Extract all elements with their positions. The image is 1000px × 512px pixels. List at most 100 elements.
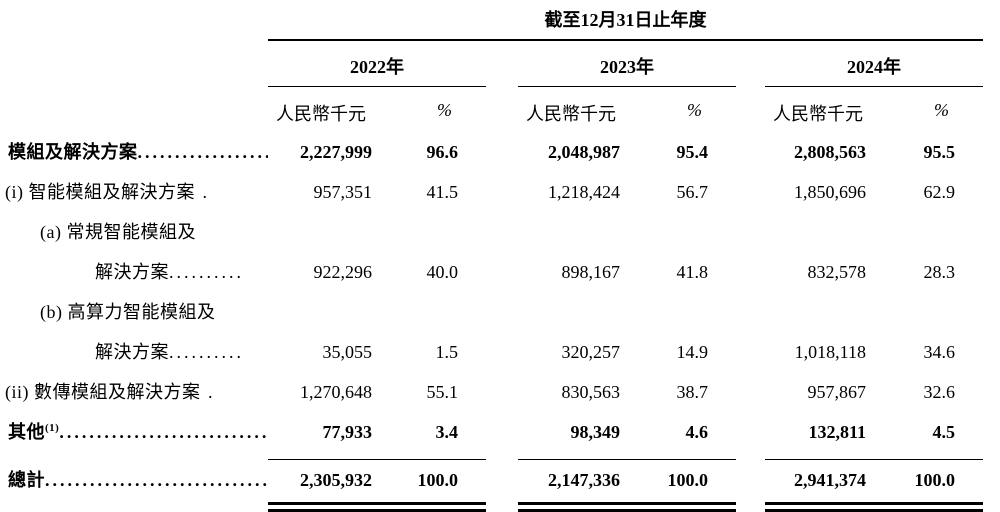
amount-value: 1,270,648 [300, 382, 372, 402]
amount-value: 1,018,118 [794, 342, 866, 362]
year-header-2023: 2023年 [518, 41, 736, 87]
row-label: 解決方案.......... [0, 252, 268, 292]
table-row: 解決方案.......... 922,296 40.0 898,167 41.8… [0, 252, 1000, 292]
amount-value [268, 212, 372, 252]
column-gap [486, 292, 518, 332]
column-gap [486, 372, 518, 412]
percent-value: 55.1 [426, 382, 459, 402]
amount-value: 832,578 [807, 262, 867, 282]
column-gap [736, 172, 765, 212]
column-gap [736, 460, 765, 500]
column-gap [486, 132, 518, 172]
percent-value: 38.7 [676, 382, 709, 402]
percent-value [372, 212, 486, 252]
percent-value [620, 212, 736, 252]
row-label: (i) 智能模組及解決方案 . [0, 172, 268, 212]
leader-dots: ................................ [45, 470, 268, 490]
grand-total-rule-row [0, 502, 1000, 512]
row-label-text: 解決方案 [95, 262, 169, 282]
header-spacer [0, 502, 268, 512]
percent-value: 95.4 [676, 142, 709, 162]
year-header-2024: 2024年 [765, 41, 983, 87]
percent-value: 96.6 [426, 142, 459, 162]
total-row: 總計................................ 2,305… [0, 460, 1000, 500]
column-header-row: 人民幣千元 % 人民幣千元 % 人民幣千元 % [0, 87, 1000, 132]
table-row: 模組及解決方案........................ 2,227,99… [0, 132, 1000, 172]
col-header-amount: 人民幣千元 [526, 104, 616, 124]
row-label-text: (a) 常規智能模組及 [40, 222, 196, 242]
column-gap [486, 412, 518, 452]
row-label-text: (ii) 數傳模組及解決方案 [5, 382, 201, 402]
percent-value: 95.5 [923, 142, 956, 162]
double-rule [518, 502, 736, 512]
column-gap [486, 252, 518, 292]
total-rule [765, 459, 983, 460]
amount-value: 320,257 [561, 342, 621, 362]
amount-value: 2,941,374 [794, 470, 866, 490]
percent-value: 28.3 [923, 262, 956, 282]
percent-value [620, 292, 736, 332]
row-label: 模組及解決方案........................ [0, 132, 268, 172]
amount-value: 2,048,987 [548, 142, 620, 162]
amount-value [518, 212, 620, 252]
row-label: 解決方案.......... [0, 332, 268, 372]
table-row: (b) 高算力智能模組及 [0, 292, 1000, 332]
row-label-text: 模組及解決方案 [8, 142, 138, 162]
percent-value: 41.8 [676, 262, 709, 282]
amount-value: 830,563 [561, 382, 621, 402]
amount-value: 98,349 [570, 422, 621, 442]
total-rule [518, 459, 736, 460]
header-spacer [0, 41, 268, 87]
percent-value: 100.0 [667, 470, 709, 490]
header-spacer [0, 0, 268, 41]
amount-value: 2,305,932 [300, 470, 372, 490]
column-gap [736, 292, 765, 332]
col-header-percent: % [687, 100, 702, 120]
column-gap [736, 372, 765, 412]
percent-value: 14.9 [676, 342, 709, 362]
amount-value: 1,850,696 [794, 182, 866, 202]
amount-value: 132,811 [808, 422, 866, 442]
column-gap [736, 252, 765, 292]
col-header-percent: % [934, 100, 949, 120]
percent-value: 3.4 [435, 422, 459, 442]
amount-value [765, 212, 866, 252]
column-gap [736, 332, 765, 372]
leader-dots: . [200, 382, 216, 402]
column-gap [736, 132, 765, 172]
amount-value [268, 292, 372, 332]
percent-value: 62.9 [923, 182, 956, 202]
table-row: (i) 智能模組及解決方案 . 957,351 41.5 1,218,424 5… [0, 172, 1000, 212]
percent-value: 100.0 [417, 470, 459, 490]
percent-value: 34.6 [923, 342, 956, 362]
col-header-amount: 人民幣千元 [276, 104, 366, 124]
column-gap [486, 460, 518, 500]
amount-value: 2,808,563 [794, 142, 866, 162]
table-row: 解決方案.......... 35,055 1.5 320,257 14.9 1… [0, 332, 1000, 372]
leader-dots: . [195, 182, 210, 202]
percent-value [866, 292, 983, 332]
row-label: (a) 常規智能模組及 [0, 212, 268, 252]
percent-value: 56.7 [676, 182, 709, 202]
amount-value [518, 292, 620, 332]
amount-value: 2,227,999 [300, 142, 372, 162]
header-spacer [0, 100, 268, 126]
row-label-text: 總計 [8, 470, 45, 490]
table-row: 其他(1)................................ 77… [0, 412, 1000, 452]
percent-value [372, 292, 486, 332]
leader-dots: .......... [169, 262, 244, 282]
col-header-percent: % [437, 100, 452, 120]
row-label-text: 其他 [8, 422, 45, 442]
double-rule [268, 502, 486, 512]
percent-value [866, 212, 983, 252]
column-gap [736, 412, 765, 452]
year-header-row: 2022年 2023年 2024年 [0, 41, 1000, 87]
col-header-amount: 人民幣千元 [773, 104, 863, 124]
year-header-2022: 2022年 [268, 41, 486, 87]
row-label: (b) 高算力智能模組及 [0, 292, 268, 332]
percent-value: 41.5 [426, 182, 459, 202]
period-header: 截至12月31日止年度 [268, 0, 983, 41]
column-gap [486, 332, 518, 372]
row-label: (ii) 數傳模組及解決方案 . [0, 372, 268, 412]
